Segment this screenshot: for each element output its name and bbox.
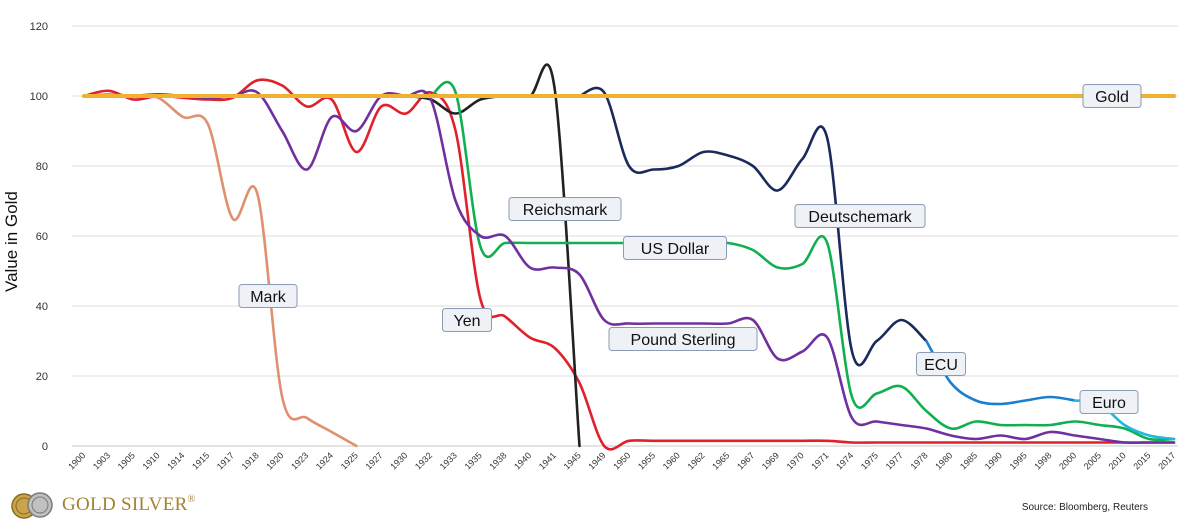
series-label-text: US Dollar (641, 241, 710, 258)
label-box (442, 308, 492, 332)
logo-text: GOLD SILVER® (62, 494, 196, 515)
x-tick-label: 1930 (388, 450, 409, 471)
y-tick-label: 20 (36, 371, 48, 383)
y-tick-label: 100 (30, 91, 48, 103)
x-tick-label: 1910 (140, 450, 161, 471)
x-tick-labels: 1900 1903 1905 1910 1914 1915 1917 1918 1920 1923… (66, 450, 1177, 471)
x-tick-label: 1995 (1008, 450, 1029, 471)
goldsilver-logo: GOLD SILVER® (10, 489, 195, 521)
y-tick-label: 60 (36, 231, 48, 243)
series-label-deutschemark: Deutschemark (794, 204, 926, 228)
label-box (238, 284, 298, 308)
x-tick-label: 1917 (215, 450, 236, 471)
x-tick-label: 1927 (363, 450, 384, 471)
series-label-gold: Gold (1082, 84, 1142, 108)
coin-icon (11, 492, 53, 519)
y-tick-label: 120 (30, 21, 48, 33)
x-tick-label: 1920 (264, 450, 285, 471)
y-axis-label: Value in Gold (2, 191, 21, 292)
series-line-us-dollar (429, 81, 1176, 442)
x-tick-label: 1914 (165, 450, 186, 471)
series-label-text: Mark (250, 289, 287, 306)
x-tick-label: 1903 (91, 450, 112, 471)
series-label-text: Euro (1092, 395, 1126, 412)
y-tick-label: 80 (36, 161, 48, 173)
x-tick-label: 1975 (859, 450, 880, 471)
x-tick-label: 1978 (908, 450, 929, 471)
series-label-text: Reichsmark (523, 202, 608, 219)
x-tick-label: 1925 (339, 450, 360, 471)
x-tick-label: 1938 (487, 450, 508, 471)
series-label-us-dollar: US Dollar (623, 236, 727, 260)
x-tick-label: 2010 (1107, 450, 1128, 471)
x-tick-label: 1962 (685, 450, 706, 471)
x-tick-label: 1900 (66, 450, 87, 471)
x-tick-label: 1935 (463, 450, 484, 471)
series-line-pound-sterling (132, 89, 1176, 445)
label-box (916, 352, 966, 376)
series-label-euro: Euro (1079, 390, 1139, 414)
series-label-ecu: ECU (916, 352, 966, 376)
series-label-mark: Mark (238, 284, 298, 308)
x-tick-label: 1960 (661, 450, 682, 471)
series-lines (82, 63, 1176, 451)
x-tick-label: 1990 (983, 450, 1004, 471)
x-tick-label: 1932 (413, 450, 434, 471)
series-label-reichsmark: Reichsmark (508, 197, 622, 221)
x-tick-label: 1941 (537, 450, 558, 471)
series-line-mark (82, 93, 358, 448)
x-tick-label: 1970 (785, 450, 806, 471)
label-box (623, 236, 727, 260)
series-line-deutschemark (578, 86, 928, 367)
gridlines (72, 25, 1178, 447)
x-tick-label: 1918 (240, 450, 261, 471)
x-tick-label: 1945 (562, 450, 583, 471)
label-box (1079, 390, 1139, 414)
series-label-text: Gold (1095, 89, 1129, 106)
x-tick-label: 1950 (611, 450, 632, 471)
y-tick-label: 0 (42, 441, 48, 453)
x-tick-label: 1940 (512, 450, 533, 471)
x-tick-label: 1923 (289, 450, 310, 471)
x-tick-label: 1905 (116, 450, 137, 471)
x-tick-label: 1924 (314, 450, 335, 471)
x-tick-label: 1977 (884, 450, 905, 471)
label-box (608, 327, 758, 351)
label-box (508, 197, 622, 221)
series-label-text: Pound Sterling (631, 332, 736, 349)
x-tick-label: 1949 (586, 450, 607, 471)
x-tick-label: 1974 (834, 450, 855, 471)
x-tick-label: 1971 (809, 450, 830, 471)
y-tick-label: 40 (36, 301, 48, 313)
series-labels: Gold Mark Yen Reichsmark US Dollar Deutschema… (238, 84, 1142, 414)
x-tick-label: 1969 (760, 450, 781, 471)
series-label-yen: Yen (442, 308, 492, 332)
label-box (794, 204, 926, 228)
series-line-yen (82, 78, 1176, 451)
label-box (1082, 84, 1142, 108)
x-tick-label: 1933 (438, 450, 459, 471)
x-tick-label: 1915 (190, 450, 211, 471)
x-tick-label: 1965 (710, 450, 731, 471)
x-tick-label: 1980 (933, 450, 954, 471)
x-tick-label: 2015 (1131, 450, 1152, 471)
source-note: Source: Bloomberg, Reuters (1021, 502, 1148, 513)
x-tick-label: 1998 (1032, 450, 1053, 471)
series-label-text: Yen (454, 313, 481, 330)
x-tick-label: 1967 (735, 450, 756, 471)
series-label-pound-sterling: Pound Sterling (608, 327, 758, 351)
y-tick-labels: 0 20 40 60 80 100 120 (30, 21, 48, 453)
series-line-ecu (925, 339, 1077, 406)
x-tick-label: 2000 (1057, 450, 1078, 471)
series-label-text: Deutschemark (808, 209, 912, 226)
series-label-text: ECU (924, 357, 958, 374)
x-tick-label: 1955 (636, 450, 657, 471)
x-tick-label: 2005 (1082, 450, 1103, 471)
x-tick-label: 2017 (1156, 450, 1177, 471)
x-tick-label: 1985 (958, 450, 979, 471)
